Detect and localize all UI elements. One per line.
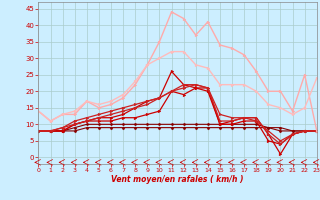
X-axis label: Vent moyen/en rafales ( km/h ): Vent moyen/en rafales ( km/h ) <box>111 175 244 184</box>
